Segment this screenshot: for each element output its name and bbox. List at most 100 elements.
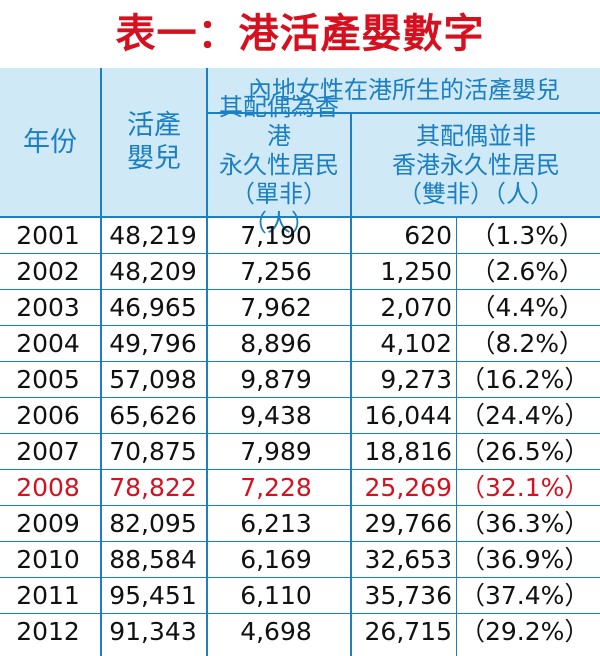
table-body: 2001 48,219 7,190 620 （1.3%） 2002 48,209 7,256 1… [0, 218, 600, 650]
header-single-non: 其配偶為香港 永久性居民 （單非）（人） [208, 93, 350, 237]
year-cell: 2004 [16, 329, 80, 358]
row-divider [0, 397, 600, 398]
row-divider [0, 253, 600, 254]
table-title: 表一：港活產嬰數字 [0, 0, 600, 68]
table-row: 2004 49,796 8,896 4,102 （8.2%） [0, 326, 600, 362]
header-year: 年份 [0, 68, 100, 216]
live-births-cell: 48,219 [109, 221, 197, 250]
double-non-percent-cell: （1.3%） [470, 221, 584, 250]
header-single-line3: （單非）（人） [231, 179, 327, 237]
live-births-cell: 48,209 [109, 257, 197, 286]
year-cell: 2007 [16, 437, 80, 466]
double-non-cell: 9,273 [380, 365, 452, 394]
table-row: 2011 95,451 6,110 35,736 （37.4%） [0, 578, 600, 614]
double-non-percent-cell: （36.3%） [460, 509, 590, 538]
row-divider [0, 577, 600, 578]
year-cell: 2006 [16, 401, 80, 430]
double-non-cell: 4,102 [380, 329, 452, 358]
live-births-cell: 82,095 [109, 509, 197, 538]
single-non-cell: 7,962 [240, 293, 312, 322]
table-row: 2008 78,822 7,228 25,269 （32.1%） [0, 470, 600, 506]
double-non-percent-cell: （2.6%） [470, 257, 584, 286]
double-non-percent-cell: （26.5%） [460, 437, 590, 466]
live-births-cell: 78,822 [109, 473, 197, 502]
single-non-cell: 8,896 [240, 329, 312, 358]
double-non-percent-cell: （16.2%） [460, 365, 590, 394]
live-births-cell: 49,796 [109, 329, 197, 358]
table-row: 2007 70,875 7,989 18,816 （26.5%） [0, 434, 600, 470]
header-double-line2: 香港永久性居民 [392, 150, 560, 179]
row-divider [0, 541, 600, 542]
live-births-cell: 57,098 [109, 365, 197, 394]
header-divider [208, 112, 600, 114]
double-non-percent-cell: （4.4%） [470, 293, 584, 322]
single-non-cell: 7,989 [240, 437, 312, 466]
table-title-text: 港活產嬰數字 [238, 11, 485, 57]
double-non-cell: 620 [404, 221, 452, 250]
table-row: 2009 82,095 6,213 29,766 （36.3%） [0, 506, 600, 542]
live-births-cell: 91,343 [109, 617, 197, 646]
year-cell: 2001 [16, 221, 80, 250]
live-births-cell: 88,584 [109, 545, 197, 574]
header-single-line2: 永久性居民 [219, 150, 339, 179]
year-cell: 2005 [16, 365, 80, 394]
live-births-cell: 95,451 [109, 581, 197, 610]
year-cell: 2009 [16, 509, 80, 538]
table-row: 2012 91,343 4,698 26,715 （29.2%） [0, 614, 600, 650]
double-non-cell: 25,269 [364, 473, 452, 502]
table-row: 2002 48,209 7,256 1,250 （2.6%） [0, 254, 600, 290]
double-non-cell: 35,736 [364, 581, 452, 610]
double-non-percent-cell: （29.2%） [460, 617, 590, 646]
single-non-cell: 6,213 [240, 509, 312, 538]
row-divider [0, 361, 600, 362]
row-divider [0, 505, 600, 506]
header-live-births-line1: 活產 [127, 110, 181, 141]
double-non-percent-cell: （37.4%） [460, 581, 590, 610]
year-cell: 2011 [16, 581, 80, 610]
column-divider [206, 68, 208, 656]
double-non-cell: 29,766 [364, 509, 452, 538]
header-divider [0, 216, 600, 218]
header-double-line3: （雙非）（人） [398, 179, 554, 208]
column-divider [350, 114, 352, 656]
double-non-percent-cell: （36.9%） [460, 545, 590, 574]
table-row: 2001 48,219 7,190 620 （1.3%） [0, 218, 600, 254]
year-cell: 2002 [16, 257, 80, 286]
year-cell: 2008 [16, 473, 80, 502]
double-non-cell: 16,044 [364, 401, 452, 430]
header-mainland-group: 內地女性在港所生的活產嬰兒 [208, 68, 600, 112]
header-single-line1: 其配偶為香港 [219, 92, 339, 150]
double-non-percent-cell: （24.4%） [460, 401, 590, 430]
live-births-cell: 46,965 [109, 293, 197, 322]
row-divider [0, 289, 600, 290]
single-non-cell: 7,256 [240, 257, 312, 286]
double-non-percent-cell: （32.1%） [460, 473, 590, 502]
year-cell: 2003 [16, 293, 80, 322]
live-births-cell: 70,875 [109, 437, 197, 466]
header-double-line1: 其配偶並非 [416, 121, 536, 150]
double-non-cell: 18,816 [364, 437, 452, 466]
table-title-prefix: 表一： [115, 11, 239, 57]
year-cell: 2010 [16, 545, 80, 574]
header-double-non: 其配偶並非 香港永久性居民 （雙非）（人） [352, 114, 600, 216]
double-non-cell: 1,250 [380, 257, 452, 286]
double-non-cell: 2,070 [380, 293, 452, 322]
header-live-births: 活產 嬰兒 [102, 68, 206, 216]
single-non-cell: 4,698 [240, 617, 312, 646]
table-row: 2010 88,584 6,169 32,653 （36.9%） [0, 542, 600, 578]
year-cell: 2012 [16, 617, 80, 646]
row-divider [0, 325, 600, 326]
single-non-cell: 6,169 [240, 545, 312, 574]
single-non-cell: 6,110 [240, 581, 312, 610]
single-non-cell: 9,879 [240, 365, 312, 394]
table-row: 2006 65,626 9,438 16,044 （24.4%） [0, 398, 600, 434]
single-non-cell: 9,438 [240, 401, 312, 430]
row-divider [0, 433, 600, 434]
row-divider [0, 469, 600, 470]
live-births-cell: 65,626 [109, 401, 197, 430]
column-divider [100, 68, 102, 656]
row-divider [0, 613, 600, 614]
births-table: 年份 活產 嬰兒 內地女性在港所生的活產嬰兒 其配偶為香港 永久性居民 （單非）… [0, 68, 600, 656]
double-non-cell: 32,653 [364, 545, 452, 574]
column-divider [456, 218, 457, 656]
